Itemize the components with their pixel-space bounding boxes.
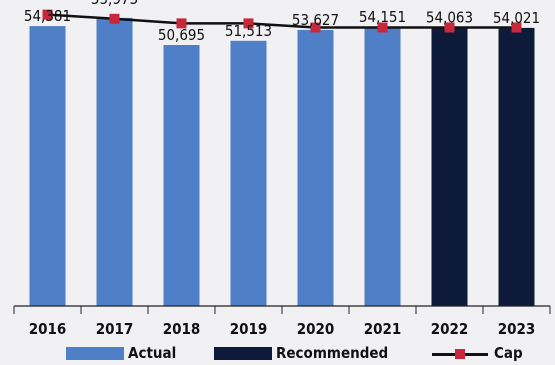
- legend-label-actual: Actual: [128, 344, 177, 362]
- x-tick-label-2023: 2023: [498, 320, 536, 338]
- cap-marker-2021: [377, 22, 388, 33]
- cap-marker-2023: [511, 22, 522, 33]
- bar-actual-2018: [163, 45, 200, 306]
- cap-marker-2018: [176, 18, 187, 29]
- x-tick-label-2021: 2021: [364, 320, 402, 338]
- data-label-2016: 54,381: [24, 7, 71, 25]
- legend-line-cap: [432, 347, 488, 360]
- data-label-2021: 54,151: [359, 8, 406, 26]
- bar-actual-2019: [230, 40, 267, 307]
- cap-marker-2022: [444, 22, 455, 33]
- cap-marker-2020: [310, 22, 321, 33]
- x-tick-label-2022: 2022: [431, 320, 469, 338]
- legend-label-cap: Cap: [494, 344, 523, 362]
- bar-recommended-2022: [431, 27, 468, 306]
- bar-recommended-2023: [498, 27, 535, 307]
- x-tick-label-2016: 2016: [29, 320, 67, 338]
- x-tick-label-2018: 2018: [163, 320, 201, 338]
- legend-swatch-recommended: [214, 346, 272, 360]
- data-label-2023: 54,021: [493, 9, 540, 27]
- cap-marker-2016: [42, 9, 53, 20]
- legend-item-cap: Cap: [432, 342, 523, 364]
- x-tick-label-2017: 2017: [96, 320, 134, 338]
- bar-actual-2017: [96, 17, 133, 307]
- data-label-2022: 54,063: [426, 9, 473, 27]
- cap-line: [47, 13, 517, 29]
- x-tick-label-2020: 2020: [297, 320, 335, 338]
- data-label-2017: 55,973: [91, 0, 138, 8]
- legend-swatch-actual: [66, 346, 124, 360]
- data-label-2018: 50,695: [158, 26, 205, 44]
- data-label-2020: 53,627: [292, 11, 339, 29]
- bar-actual-2020: [297, 29, 334, 307]
- legend-label-recommended: Recommended: [276, 344, 389, 362]
- bar-actual-2021: [364, 27, 401, 306]
- legend-item-actual: Actual: [66, 342, 176, 364]
- data-label-2019: 51,513: [225, 22, 272, 40]
- legend-item-recommended: Recommended: [214, 342, 388, 364]
- cap-marker-2017: [109, 13, 120, 24]
- x-tick-label-2019: 2019: [230, 320, 268, 338]
- legend: Actual Recommended Cap: [0, 342, 555, 364]
- bar-actual-2016: [29, 26, 66, 306]
- cap-marker-2019: [243, 18, 254, 29]
